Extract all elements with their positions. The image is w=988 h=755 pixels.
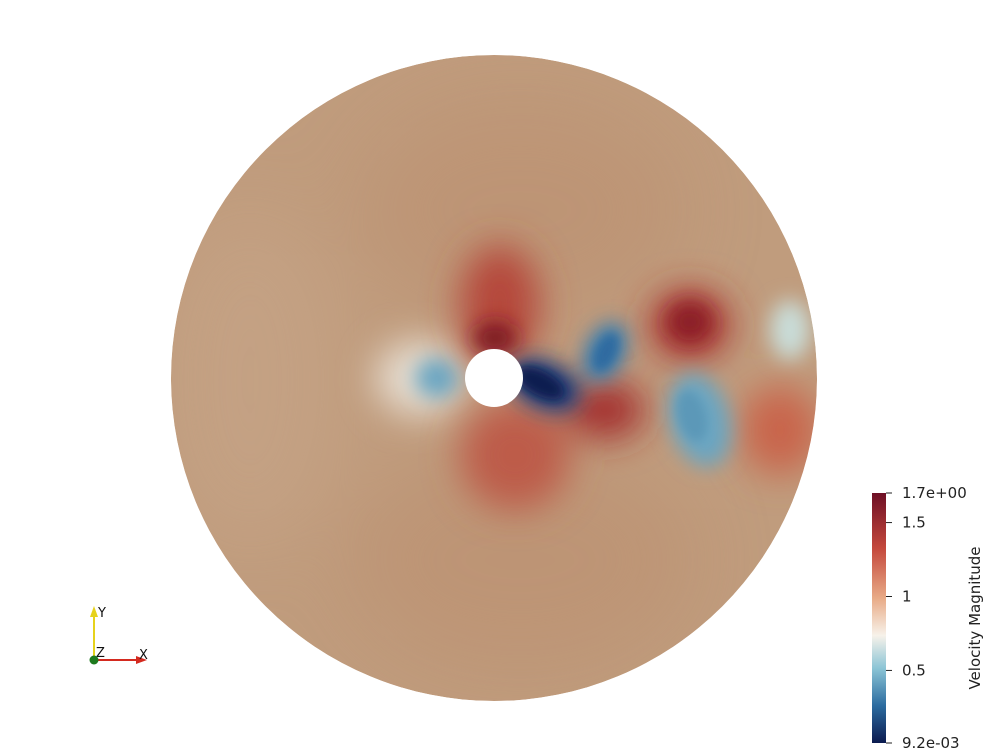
colorbar-tick-label: 0.5	[902, 661, 926, 679]
z-axis-dot-icon	[89, 655, 99, 665]
colorbar-tick-label: 1.7e+00	[902, 484, 967, 502]
colorbar-title: Velocity Magnitude	[966, 546, 984, 689]
flow-field-disc	[171, 55, 817, 701]
colorbar-ticks: 1.7e+00 1.5 1 0.5 9.2e-03	[886, 484, 967, 752]
cylinder-hole	[465, 349, 523, 407]
colorbar-tick-label: 9.2e-03	[902, 734, 960, 752]
y-axis-arrow-icon	[90, 606, 98, 617]
colorbar-tick-label: 1	[902, 588, 912, 606]
x-axis-arrow-icon	[136, 656, 147, 664]
x-axis-label: X	[139, 648, 148, 663]
colorbar-gradient	[872, 493, 886, 743]
orientation-axes: Y X Z	[89, 606, 148, 665]
z-axis-label: Z	[96, 646, 105, 661]
colorbar-tick-label: 1.5	[902, 514, 926, 532]
colorbar[interactable]: 1.7e+00 1.5 1 0.5 9.2e-03 Velocity Magnitude	[872, 484, 984, 752]
y-axis-label: Y	[97, 606, 106, 621]
